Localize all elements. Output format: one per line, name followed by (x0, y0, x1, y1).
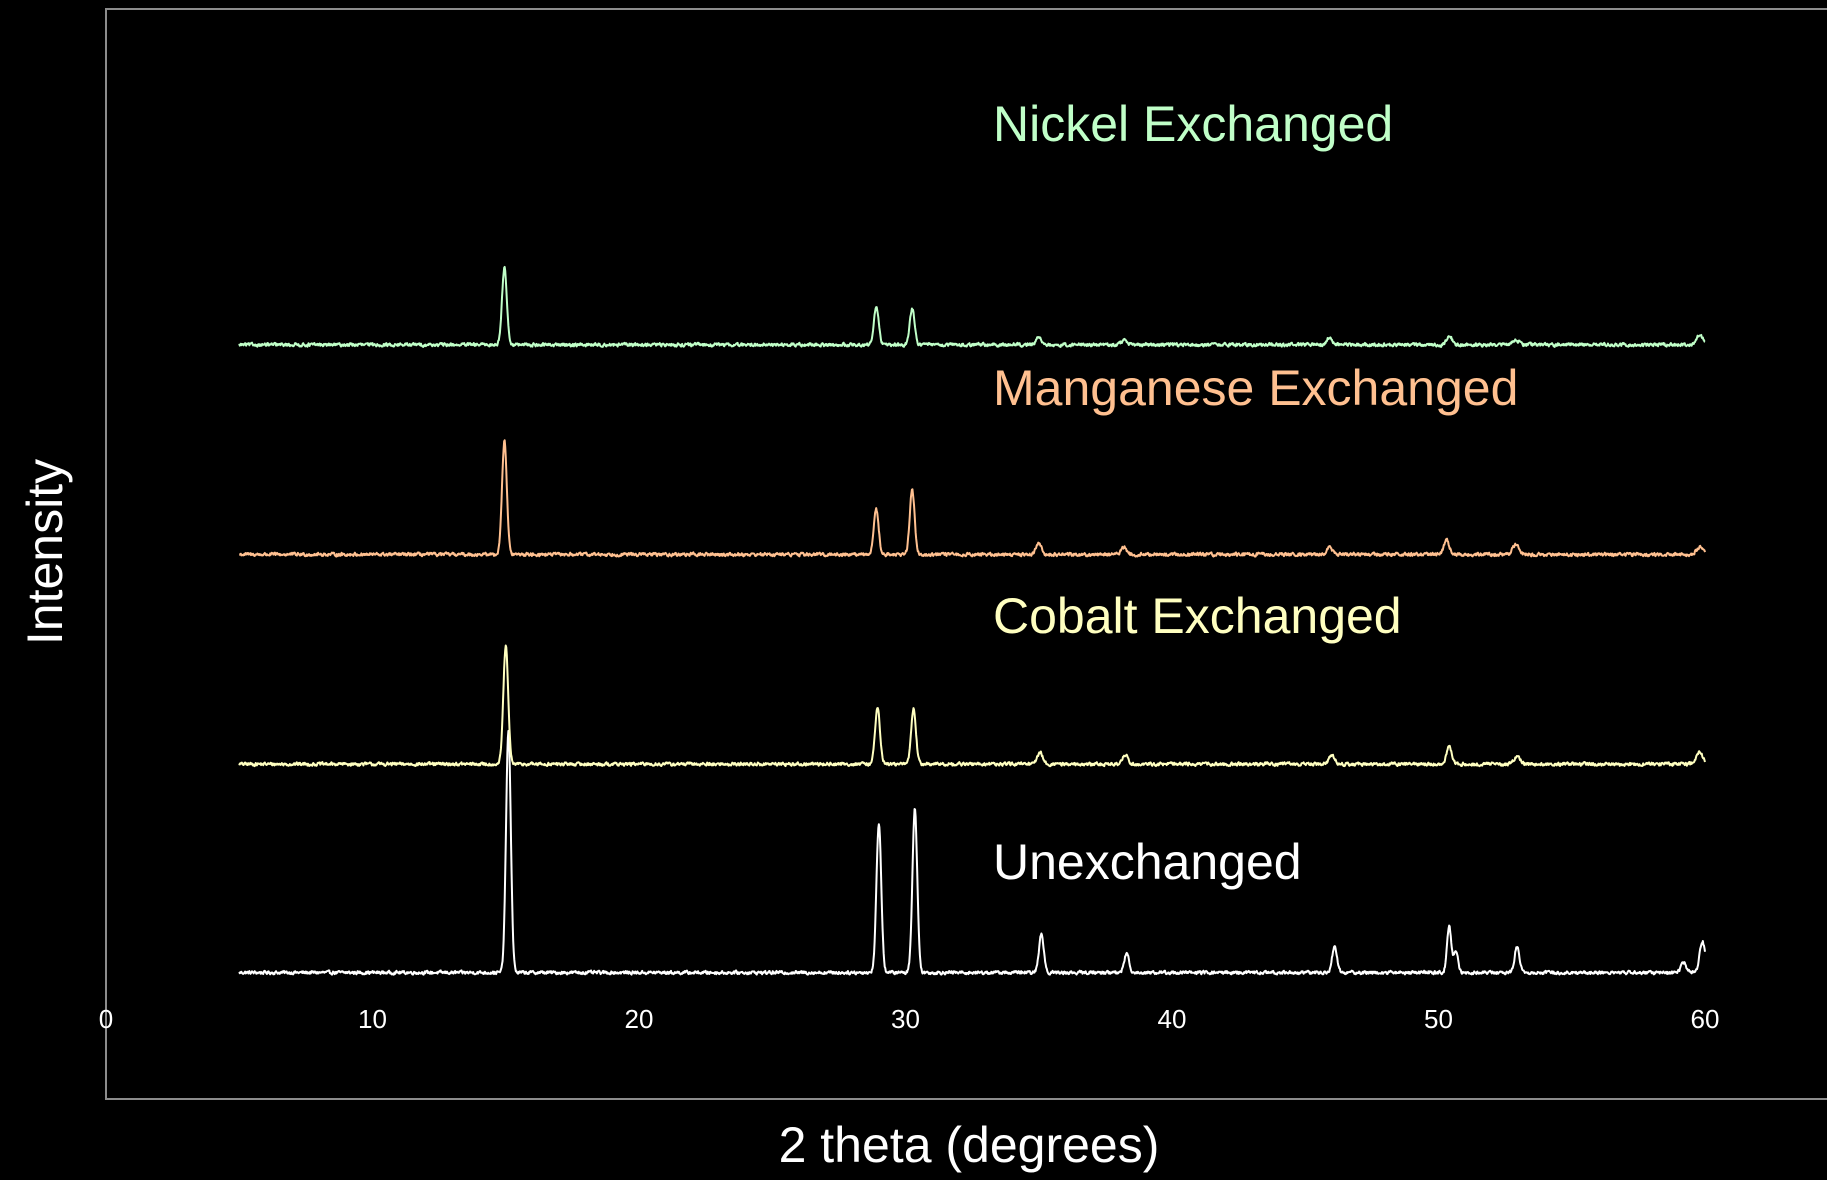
x-tick-label: 50 (1424, 1004, 1453, 1034)
x-axis-title: 2 theta (degrees) (779, 1117, 1160, 1173)
series-label-cobalt-exchanged: Cobalt Exchanged (993, 588, 1402, 644)
series-label-manganese-exchanged: Manganese Exchanged (993, 360, 1518, 416)
x-tick-label: 60 (1691, 1004, 1720, 1034)
x-tick-label: 0 (99, 1004, 113, 1034)
x-tick-label: 40 (1158, 1004, 1187, 1034)
y-axis-title: Intensity (17, 459, 73, 645)
x-tick-label: 30 (891, 1004, 920, 1034)
series-label-nickel-exchanged: Nickel Exchanged (993, 96, 1393, 152)
series-label-unexchanged: Unexchanged (993, 834, 1302, 890)
x-tick-label: 10 (358, 1004, 387, 1034)
x-tick-label: 20 (625, 1004, 654, 1034)
